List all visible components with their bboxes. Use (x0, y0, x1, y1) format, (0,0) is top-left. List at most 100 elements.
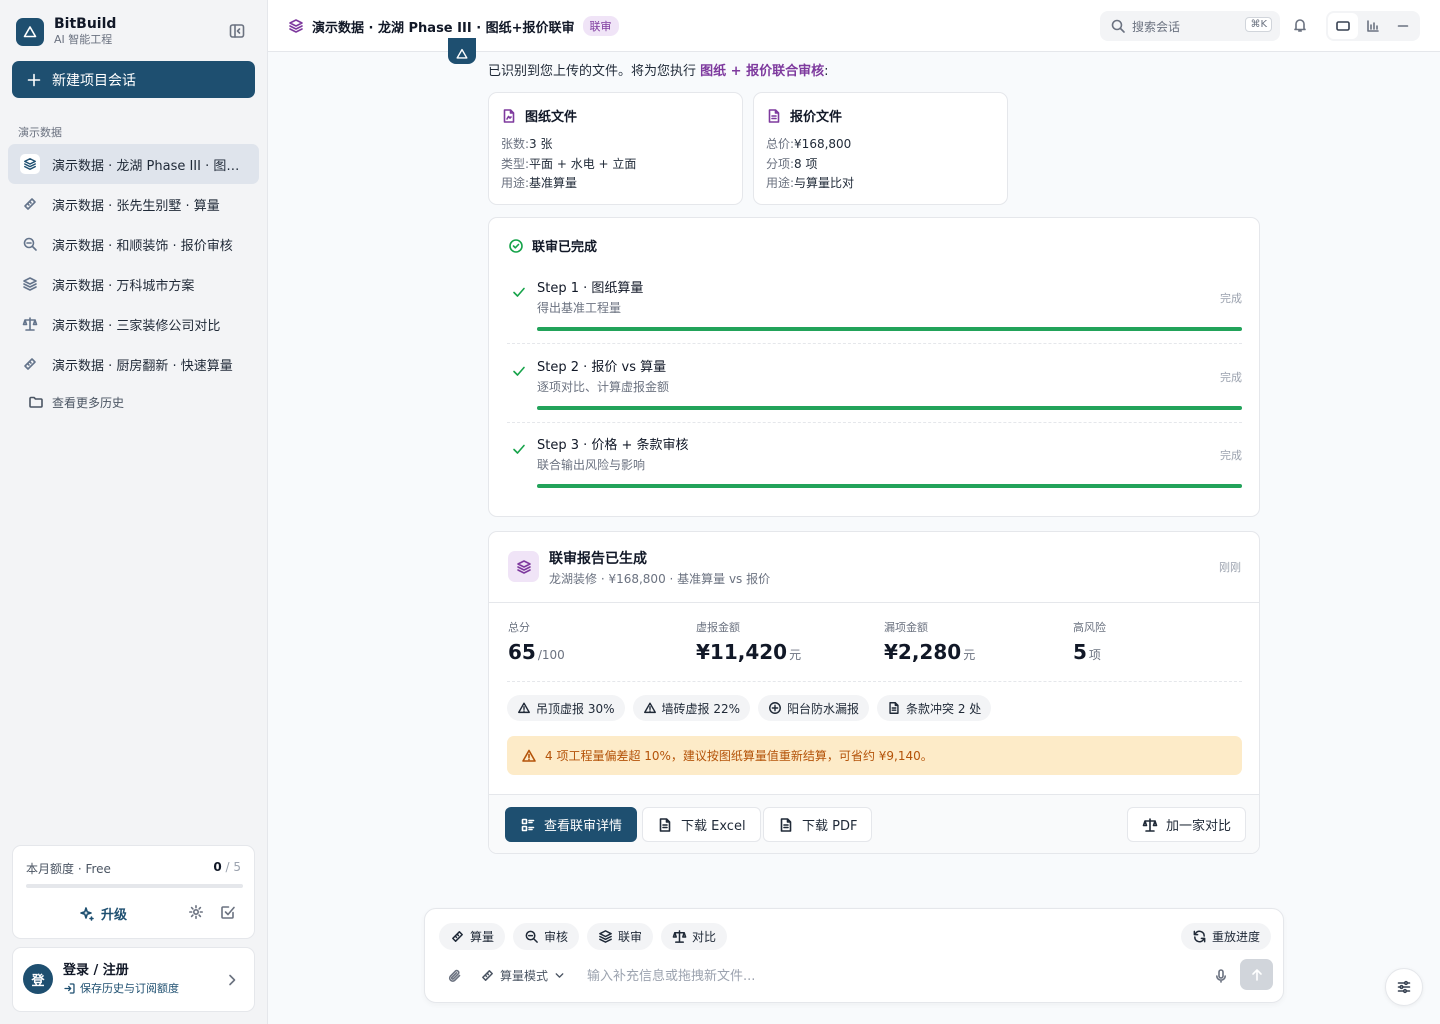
stat-unit: 元 (963, 648, 976, 662)
avatar: 登 (23, 964, 53, 994)
replay-progress-button[interactable]: 重放进度 (1180, 923, 1271, 950)
report-actions: 查看联审详情 下载 Excel 下载 PDF 加一家对比 (489, 794, 1259, 853)
assistant-avatar-icon (448, 38, 476, 64)
chip-joint-review[interactable]: 联审 (587, 923, 654, 950)
chip-label: 算量 (470, 930, 495, 944)
panel-view-icon[interactable] (1328, 13, 1358, 39)
chip-review[interactable]: 审核 (513, 923, 580, 950)
check-circle-icon (509, 238, 523, 253)
top-header: 演示数据 · 龙湖 Phase III · 图纸+报价联审 联审 搜索会话 ⌘K (268, 0, 1440, 52)
mode-badge: 联审 (582, 16, 619, 36)
warning-icon (518, 702, 530, 714)
risk-tags: 吊顶虚报 30% 墙砖虚报 22% 阳台防水漏报 条款冲突 2 处 (507, 695, 992, 721)
row-value: 平面 + 水电 + 立面 (529, 156, 637, 171)
add-comparison-button[interactable]: 加一家对比 (1127, 807, 1247, 842)
drawing-file-icon (503, 108, 515, 123)
more-history-link[interactable]: 查看更多历史 (8, 384, 259, 420)
layers-icon (599, 930, 612, 943)
row-key: 类型: (501, 156, 530, 171)
risk-tag[interactable]: 墙砖虚报 22% (632, 695, 750, 721)
file-card-row: 分项:8 项 (766, 155, 995, 175)
check-icon (511, 441, 527, 457)
risk-tag[interactable]: 阳台防水漏报 (758, 695, 870, 721)
download-pdf-button[interactable]: 下载 PDF (763, 807, 873, 842)
conversation-label: 演示数据 · 三家装修公司对比 (52, 318, 221, 334)
conversation-item[interactable]: 演示数据 · 和顺装饰 · 报价审核 (8, 224, 259, 264)
minimize-icon[interactable] (1388, 13, 1418, 39)
stat-number: ¥11,420 (696, 640, 788, 664)
file-card-row: 张数:3 张 (501, 135, 730, 155)
layers-icon (20, 274, 40, 294)
row-value: 3 张 (529, 137, 553, 151)
conversation-item[interactable]: 演示数据 · 张先生别墅 · 算量 (8, 184, 259, 224)
search-input[interactable]: 搜索会话 ⌘K (1100, 11, 1280, 41)
search-placeholder: 搜索会话 (1132, 19, 1181, 34)
step-item: Step 2 · 报价 vs 算量 逐项对比、计算虚报金额 完成 (507, 345, 1242, 423)
new-project-button[interactable]: 新建项目会话 (12, 61, 255, 98)
section-label: 演示数据 (18, 126, 62, 139)
risk-tag[interactable]: 条款冲突 2 处 (877, 695, 992, 721)
conversation-item[interactable]: 演示数据 · 万科城市方案 (8, 264, 259, 304)
intro-suffix: : (824, 64, 829, 79)
stat-label: 虚报金额 (696, 621, 740, 634)
risk-tag[interactable]: 吊顶虚报 30% (507, 695, 625, 721)
file-card-title: 报价文件 (766, 106, 995, 125)
quota-count: 0 / 5 (213, 860, 241, 874)
upgrade-button[interactable]: 升级 (79, 904, 127, 923)
search-shortcut: ⌘K (1245, 17, 1272, 32)
page-title-text: 演示数据 · 龙湖 Phase III · 图纸+报价联审 (312, 20, 575, 36)
send-button[interactable] (1240, 959, 1273, 990)
layers-icon (289, 19, 303, 33)
row-value: 基准算量 (529, 176, 578, 190)
settings-sliders-icon[interactable] (1385, 968, 1423, 1006)
row-key: 用途: (766, 176, 795, 190)
review-steps-card: 联审已完成 Step 1 · 图纸算量 得出基准工程量 完成 Step 2 · … (488, 217, 1260, 517)
mode-select[interactable]: 算量模式 (480, 967, 566, 984)
chip-compare[interactable]: 对比 (661, 923, 728, 950)
bell-icon[interactable] (1292, 17, 1308, 33)
file-card-row: 用途:基准算量 (501, 174, 730, 194)
layers-icon (20, 154, 40, 174)
row-value: 8 项 (794, 156, 818, 171)
paperclip-icon[interactable] (447, 968, 463, 984)
message-input[interactable] (587, 966, 1187, 986)
report-timestamp: 刚刚 (1219, 561, 1241, 574)
conversation-item[interactable]: 演示数据 · 三家装修公司对比 (8, 304, 259, 344)
chart-view-icon[interactable] (1358, 13, 1388, 39)
step-title: Step 2 · 报价 vs 算量 (537, 360, 667, 375)
file-card-row: 用途:与算量比对 (766, 174, 995, 194)
step-status: 完成 (1220, 449, 1242, 462)
ruler-icon (20, 354, 40, 374)
stat-label: 总分 (508, 621, 530, 634)
quota-used: 0 (213, 860, 222, 874)
scale-icon (672, 930, 687, 943)
conversation-item[interactable]: 演示数据 · 厨房翻新 · 快速算量 (8, 344, 259, 384)
chip-label: 审核 (544, 930, 569, 944)
chip-measure[interactable]: 算量 (439, 923, 506, 950)
risk-tag-label: 条款冲突 2 处 (906, 701, 982, 716)
view-details-button[interactable]: 查看联审详情 (505, 807, 638, 842)
stat-number: ¥2,280 (884, 640, 962, 664)
row-key: 总价: (766, 137, 795, 151)
ruler-icon (482, 970, 493, 981)
arrow-up-icon (1251, 968, 1262, 981)
ruler-icon (20, 194, 40, 214)
settings-gear-icon[interactable] (188, 904, 204, 920)
drawing-file-card: 图纸文件 张数:3 张 类型:平面 + 水电 + 立面 用途:基准算量 (488, 92, 743, 205)
step-title: Step 1 · 图纸算量 (537, 281, 644, 296)
risk-tag-label: 吊顶虚报 30% (536, 701, 615, 716)
refresh-icon (1193, 930, 1206, 943)
checklist-icon[interactable] (220, 904, 236, 920)
download-excel-button[interactable]: 下载 Excel (642, 807, 761, 842)
quota-progress-bar (26, 884, 243, 888)
sidebar: BitBuild AI 智能工程 新建项目会话 演示数据 演示数据 · 龙湖 P… (0, 0, 268, 1024)
step-progress-fill (537, 484, 1242, 488)
login-card[interactable]: 登 登录 / 注册 保存历史与订阅额度 (12, 947, 255, 1012)
layers-icon (508, 551, 539, 582)
login-subtitle: 保存历史与订阅额度 (63, 980, 179, 996)
conversation-item[interactable]: 演示数据 · 龙湖 Phase III · 图纸+报价联审 (8, 144, 259, 184)
collapse-sidebar-icon[interactable] (228, 22, 246, 40)
file-card-row: 总价:¥168,800 (766, 135, 995, 155)
microphone-icon[interactable] (1213, 968, 1229, 984)
